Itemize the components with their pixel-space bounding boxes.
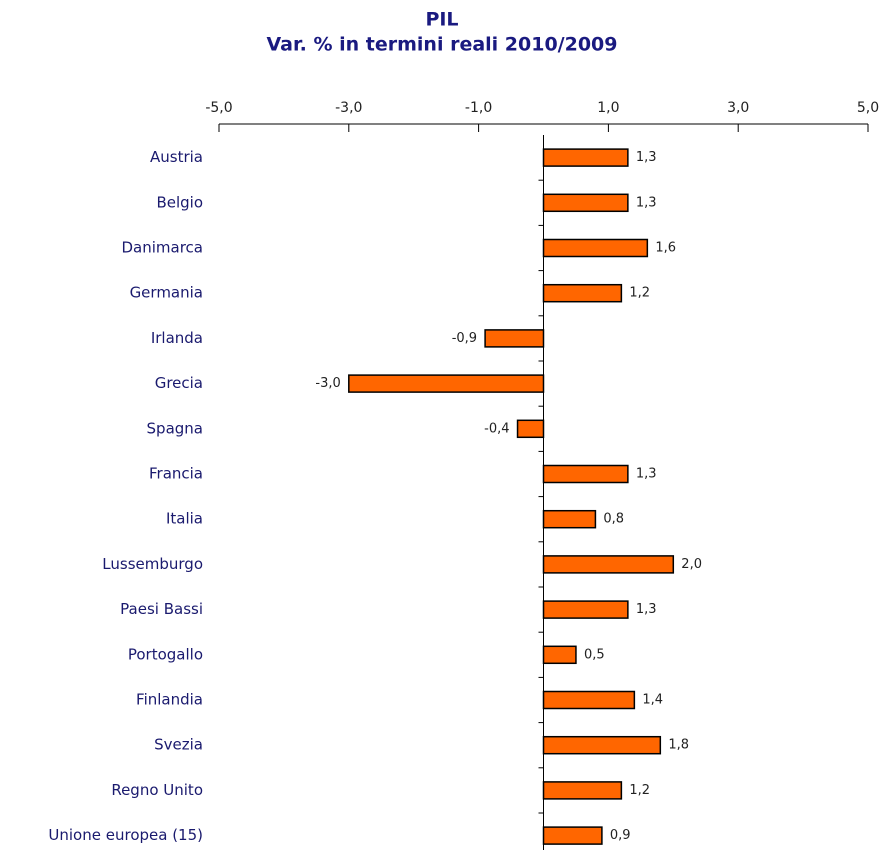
category-label: Francia [149,465,203,483]
value-label: -0,9 [452,331,477,346]
category-label: Paesi Bassi [120,600,203,618]
value-label: 1,3 [636,467,657,482]
bar [542,193,629,213]
bar [542,826,603,845]
bar [542,238,649,258]
x-tick-label: -1,0 [465,100,492,116]
value-label: 0,5 [584,647,605,662]
bar [542,509,597,529]
x-tick-label: -3,0 [335,100,362,116]
bar [542,645,577,665]
value-label: 2,0 [681,557,702,572]
bar [542,735,662,755]
x-tick-label: -5,0 [205,100,232,116]
value-label: 1,6 [655,241,676,256]
bar [542,148,629,167]
bar [484,329,545,348]
value-label: 1,4 [642,693,663,708]
category-label: Unione europea (15) [48,826,203,844]
chart-title: PIL [425,9,458,31]
bar [542,690,636,710]
value-label: 0,8 [603,512,624,527]
bar [542,555,675,574]
category-label: Spagna [147,419,203,437]
category-label: Svezia [154,736,203,754]
category-label: Portogallo [128,645,203,663]
category-label: Belgio [156,193,203,211]
bar [542,464,629,484]
category-label: Irlanda [151,329,203,347]
category-label: Finlandia [136,691,203,709]
category-label: Danimarca [122,239,204,257]
x-tick-label: 5,0 [857,100,879,116]
category-label: Germania [130,284,203,302]
category-label: Italia [166,510,203,528]
value-label: 1,2 [629,783,650,798]
value-label: -0,4 [484,421,509,436]
category-label: Grecia [155,374,203,392]
x-tick-label: 3,0 [727,100,749,116]
value-label: 1,3 [636,195,657,210]
value-label: 1,8 [668,738,689,753]
bar [542,283,623,303]
value-label: 1,3 [636,150,657,165]
value-label: 1,3 [636,602,657,617]
value-label: 1,2 [629,286,650,301]
bar [542,781,623,800]
category-label: Regno Unito [111,781,203,799]
value-label: -3,0 [315,376,340,391]
bar [542,600,629,619]
category-label: Austria [150,148,203,166]
bar [516,419,545,439]
x-tick-label: 1,0 [597,100,619,116]
category-label: Lussemburgo [102,555,203,573]
chart-subtitle: Var. % in termini reali 2010/2009 [266,34,617,56]
value-label: 0,9 [610,828,631,843]
bar [348,374,545,393]
